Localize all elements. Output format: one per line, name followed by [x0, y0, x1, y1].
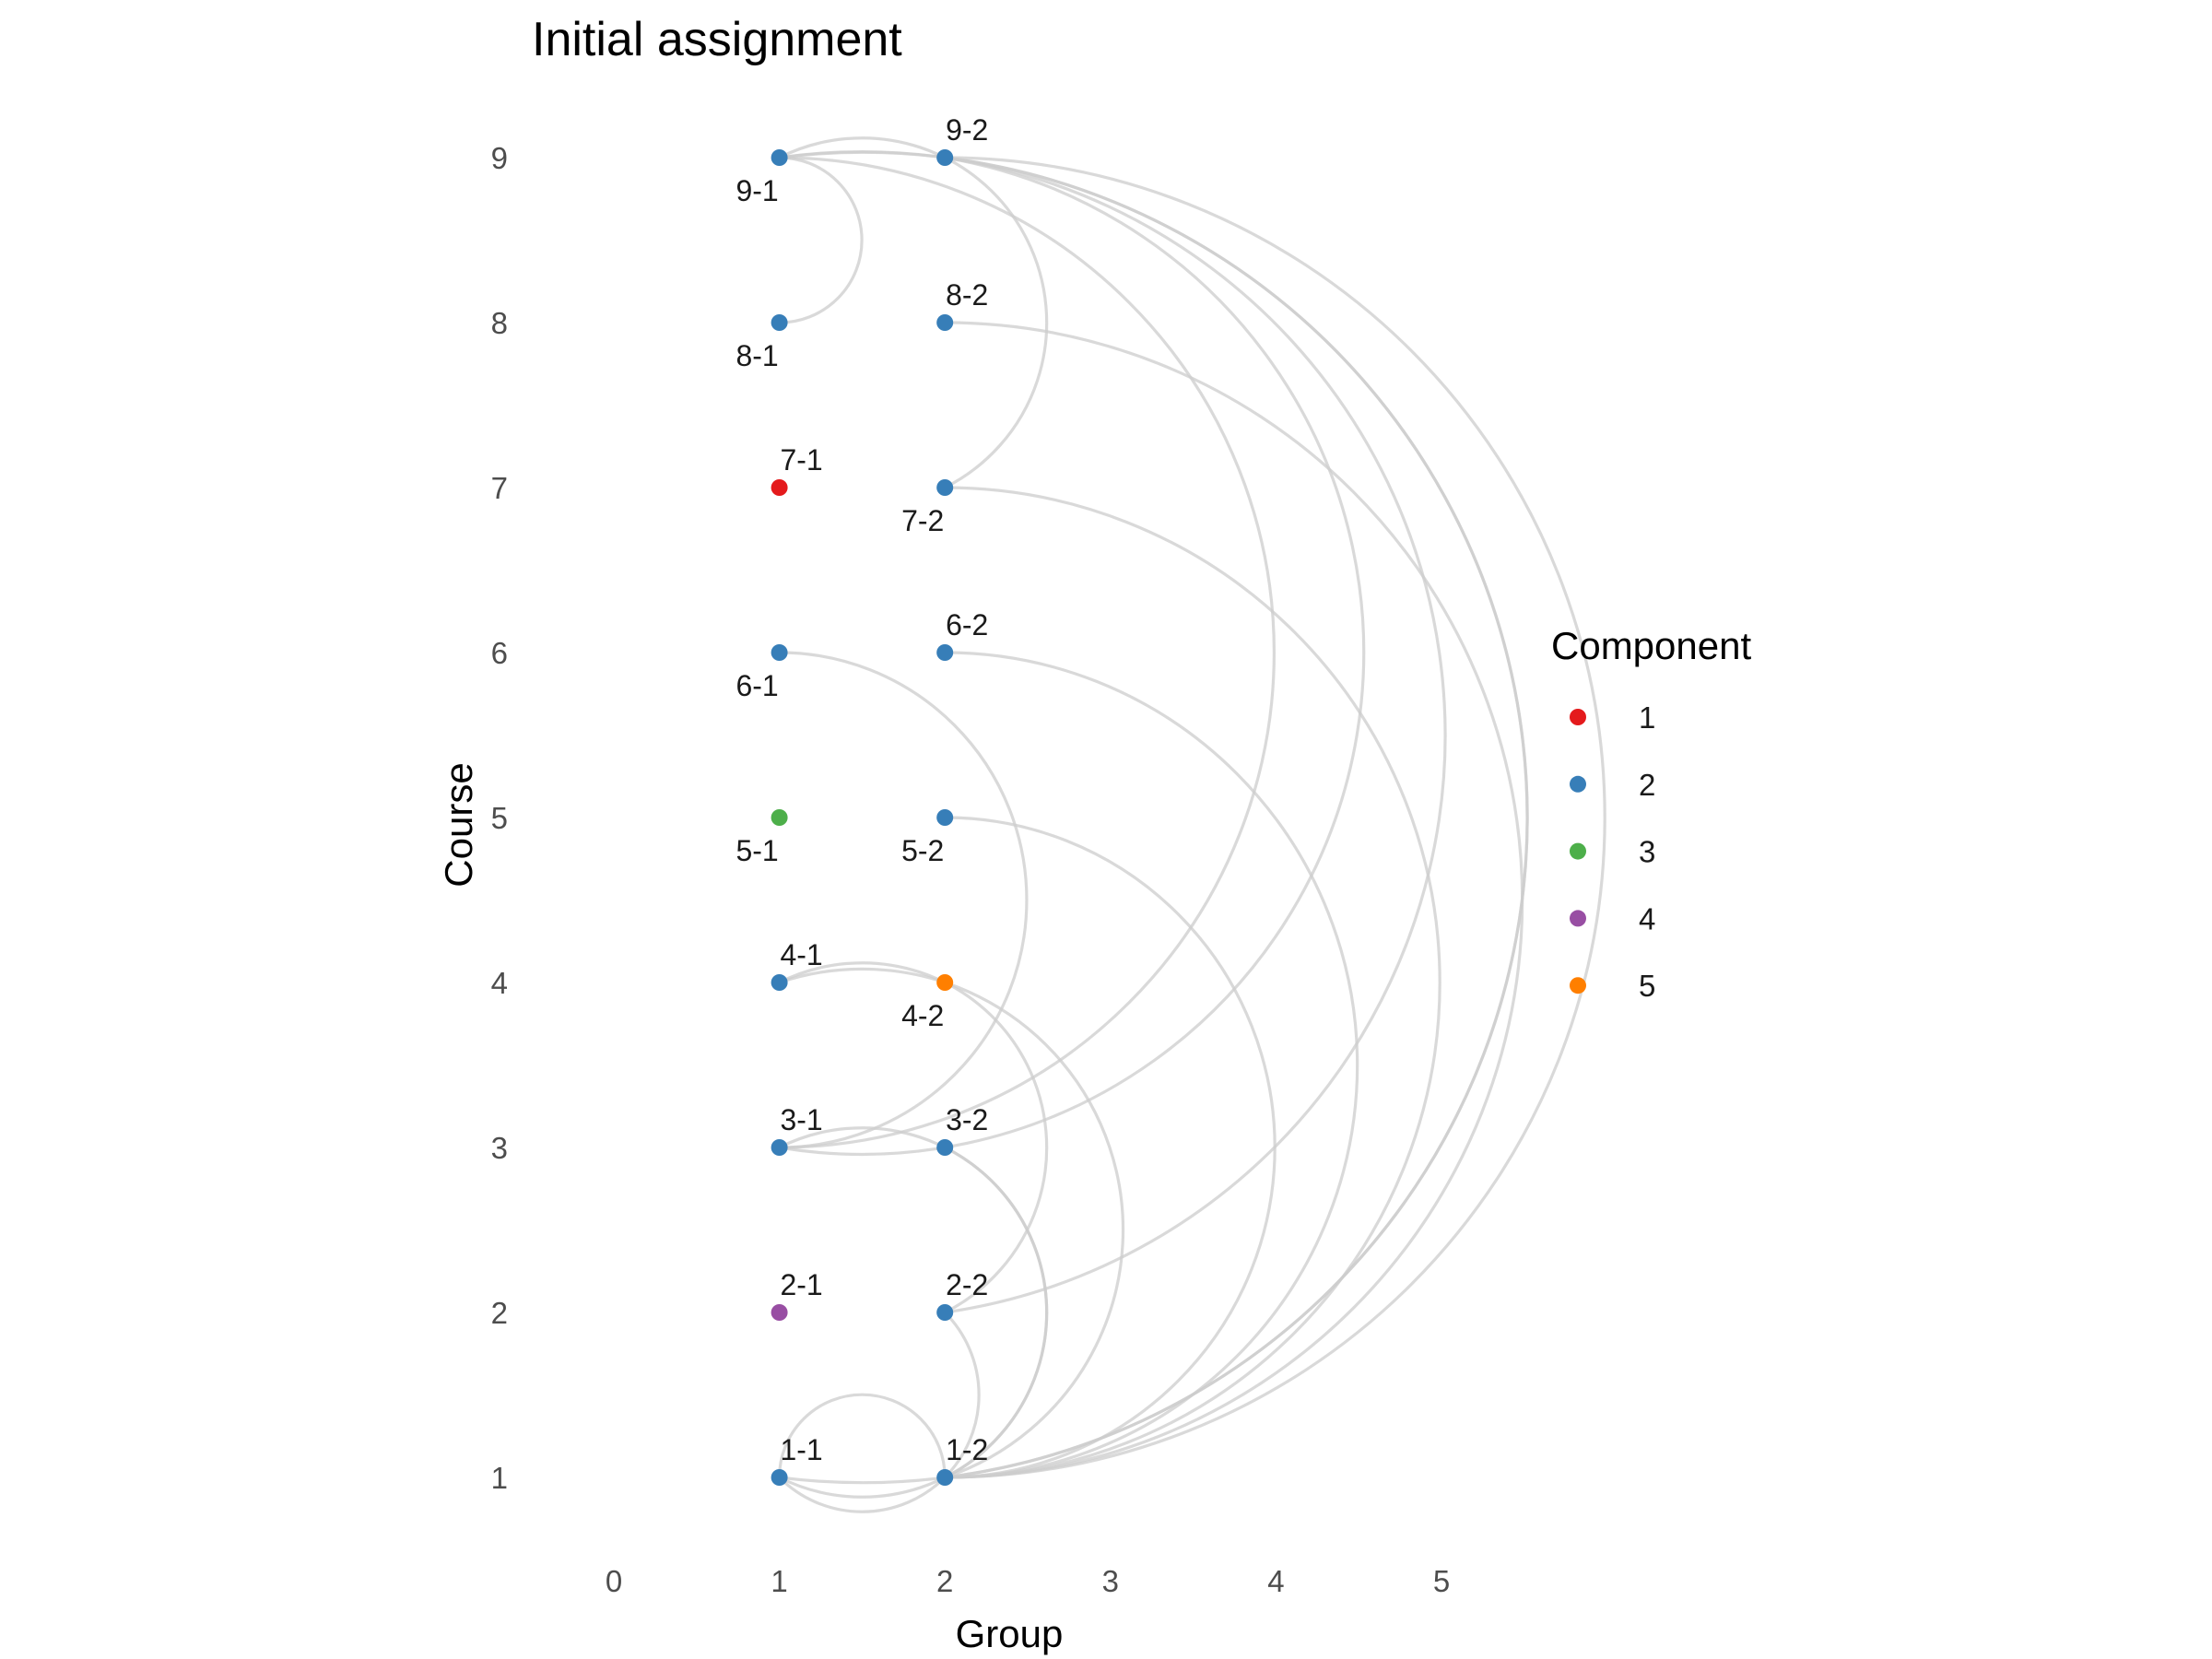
node-label-5-1: 5-1	[735, 834, 778, 867]
node-label-2-1: 2-1	[780, 1268, 822, 1301]
x-axis-ticks: 0 1 2 3 4 5	[606, 1564, 1450, 1598]
edge-8-2-1-2	[945, 321, 1524, 1479]
x-tick-2: 2	[936, 1564, 953, 1598]
x-tick-5: 5	[1433, 1564, 1450, 1598]
y-tick-1: 1	[491, 1461, 508, 1495]
legend-label-4: 4	[1639, 901, 1655, 935]
y-tick-5: 5	[491, 801, 508, 835]
y-axis-title: Course	[437, 762, 480, 887]
edge-1-1-1-2	[778, 1393, 947, 1478]
node-label-6-2: 6-2	[946, 608, 988, 641]
edge-4-1-2-2	[778, 961, 1049, 1314]
legend-label-1: 1	[1639, 700, 1655, 735]
node-label-5-2: 5-2	[901, 834, 944, 867]
nodes-layer	[771, 149, 954, 1486]
legend-key-5	[1570, 977, 1586, 994]
edge-9-1-3-1	[779, 156, 1277, 1149]
node-label-1-1: 1-1	[780, 1433, 822, 1466]
y-axis-ticks: 1 2 3 4 5 6 7 8 9	[491, 141, 508, 1495]
node-2-1	[771, 1304, 788, 1321]
y-tick-4: 4	[491, 966, 508, 1000]
node-label-3-2: 3-2	[946, 1103, 988, 1136]
node-label-7-1: 7-1	[780, 443, 822, 477]
node-7-1	[771, 479, 788, 496]
edge-9-2-1-2	[945, 156, 1606, 1479]
edge-9-1-8-1	[779, 156, 864, 324]
legend-items: 1 2 3 4 5	[1570, 700, 1655, 1003]
node-8-1	[771, 314, 788, 331]
node-3-2	[936, 1139, 954, 1156]
legend: Component 1 2 3 4 5	[1551, 624, 1751, 1003]
x-axis-title: Group	[956, 1612, 1064, 1655]
edge-6-1-3-1	[779, 651, 1029, 1149]
node-label-1-2: 1-2	[946, 1433, 988, 1466]
x-tick-1: 1	[771, 1564, 787, 1598]
node-label-3-1: 3-1	[780, 1103, 822, 1136]
y-tick-7: 7	[491, 471, 508, 505]
edge-9-1-2-2	[779, 150, 1447, 1314]
x-tick-0: 0	[606, 1564, 622, 1598]
node-7-2	[936, 479, 954, 496]
node-label-4-2: 4-2	[901, 999, 944, 1032]
node-6-2	[936, 644, 954, 661]
x-tick-3: 3	[1102, 1564, 1119, 1598]
edge-9-2-3-1	[779, 156, 1365, 1156]
node-label-4-1: 4-1	[780, 938, 822, 971]
node-6-1	[771, 644, 788, 661]
node-label-7-2: 7-2	[901, 504, 944, 537]
node-2-2	[936, 1304, 954, 1321]
edge-3-2-1-1	[778, 1146, 1049, 1499]
node-1-1	[771, 1469, 788, 1486]
node-9-2	[936, 149, 954, 166]
y-tick-2: 2	[491, 1296, 508, 1330]
y-tick-8: 8	[491, 306, 508, 340]
node-5-1	[771, 809, 788, 826]
legend-key-1	[1570, 709, 1586, 725]
edge-9-1-7-2	[778, 136, 1049, 489]
legend-label-2: 2	[1639, 768, 1655, 802]
legend-key-2	[1570, 775, 1586, 793]
node-3-1	[771, 1139, 788, 1156]
edge-7-2-1-2	[945, 486, 1441, 1479]
node-label-9-1: 9-1	[735, 174, 778, 207]
node-label-6-1: 6-1	[735, 669, 778, 702]
legend-label-3: 3	[1639, 835, 1655, 869]
legend-label-5: 5	[1639, 969, 1655, 1003]
edge-5-2-1-2	[945, 816, 1277, 1479]
y-tick-6: 6	[491, 636, 508, 670]
chart-title: Initial assignment	[532, 13, 902, 66]
node-8-2	[936, 314, 954, 331]
node-1-2	[936, 1469, 954, 1486]
legend-title: Component	[1551, 624, 1751, 667]
node-4-2	[936, 974, 954, 991]
edge-6-2-1-2	[945, 651, 1359, 1479]
node-label-8-1: 8-1	[735, 339, 778, 372]
edge-4-1-1-2	[779, 967, 1124, 1479]
node-4-1	[771, 974, 788, 991]
x-tick-4: 4	[1267, 1564, 1284, 1598]
node-label-8-2: 8-2	[946, 278, 988, 312]
node-label-2-2: 2-2	[946, 1268, 988, 1301]
node-label-9-2: 9-2	[946, 113, 988, 147]
legend-key-4	[1570, 910, 1586, 927]
node-9-1	[771, 149, 788, 166]
node-5-2	[936, 809, 954, 826]
node-labels-layer: 1-1 1-2 2-1 2-2 3-1 3-2 4-1 4-2 5-1 5-2 6-1 6-2 7-1 7…	[735, 113, 988, 1466]
legend-key-3	[1570, 842, 1586, 860]
y-tick-9: 9	[491, 141, 508, 175]
y-tick-3: 3	[491, 1131, 508, 1165]
